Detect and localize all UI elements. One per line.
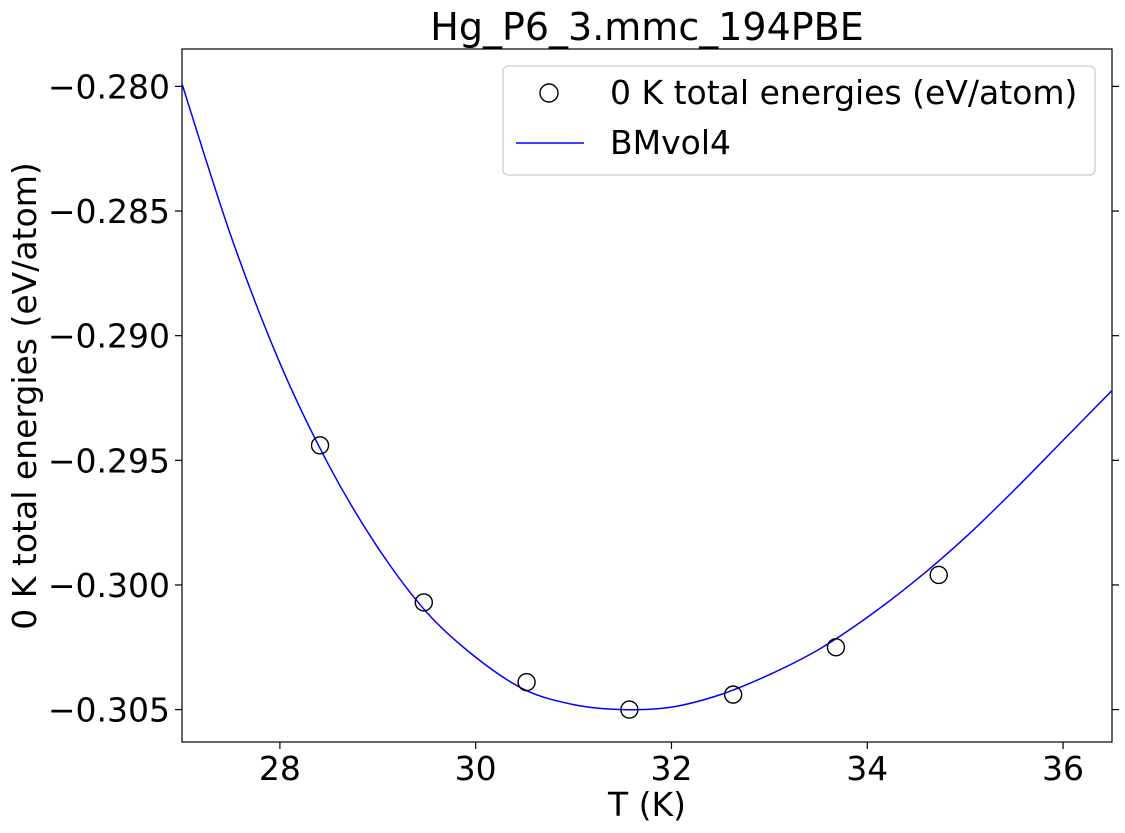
plot-frame	[181, 48, 1113, 743]
x-tick-label: 32	[650, 749, 692, 788]
y-tick-label: −0.285	[48, 192, 170, 231]
y-tick-label: −0.295	[48, 441, 170, 480]
y-tick-label: −0.300	[48, 566, 170, 605]
x-tick-label: 28	[259, 749, 301, 788]
x-tick-label: 34	[846, 749, 888, 788]
x-tick-label: 30	[455, 749, 497, 788]
series-line-bmvol4	[182, 83, 1112, 711]
y-axis-ticks: −0.280 −0.285 −0.290 −0.295 −0.300 −0.305	[48, 67, 1119, 730]
y-tick-label: −0.290	[48, 317, 170, 356]
legend-marker-scatter	[539, 83, 559, 103]
plot-area	[182, 83, 1112, 719]
legend-label-scatter: 0 K total energies (eV/atom)	[610, 73, 1077, 112]
x-tick-label: 36	[1042, 749, 1084, 788]
data-point	[723, 685, 743, 704]
chart-title: Hg_P6_3.mmc_194PBE	[430, 5, 864, 49]
legend-label-line: BMvol4	[610, 123, 731, 162]
data-point	[310, 436, 330, 455]
data-point	[826, 638, 846, 657]
y-tick-label: −0.280	[48, 67, 170, 106]
data-point	[620, 700, 639, 719]
x-axis-label: T (K)	[607, 785, 686, 824]
data-point	[929, 565, 948, 585]
y-axis-label: 0 K total energies (eV/atom)	[5, 162, 44, 629]
legend: 0 K total energies (eV/atom) BMvol4	[502, 65, 1096, 176]
data-point	[414, 593, 433, 612]
data-point	[517, 672, 536, 692]
x-axis-ticks: 28 30 32 34 36	[259, 742, 1084, 788]
legend-box	[502, 65, 1096, 176]
y-tick-label: −0.305	[48, 691, 170, 730]
